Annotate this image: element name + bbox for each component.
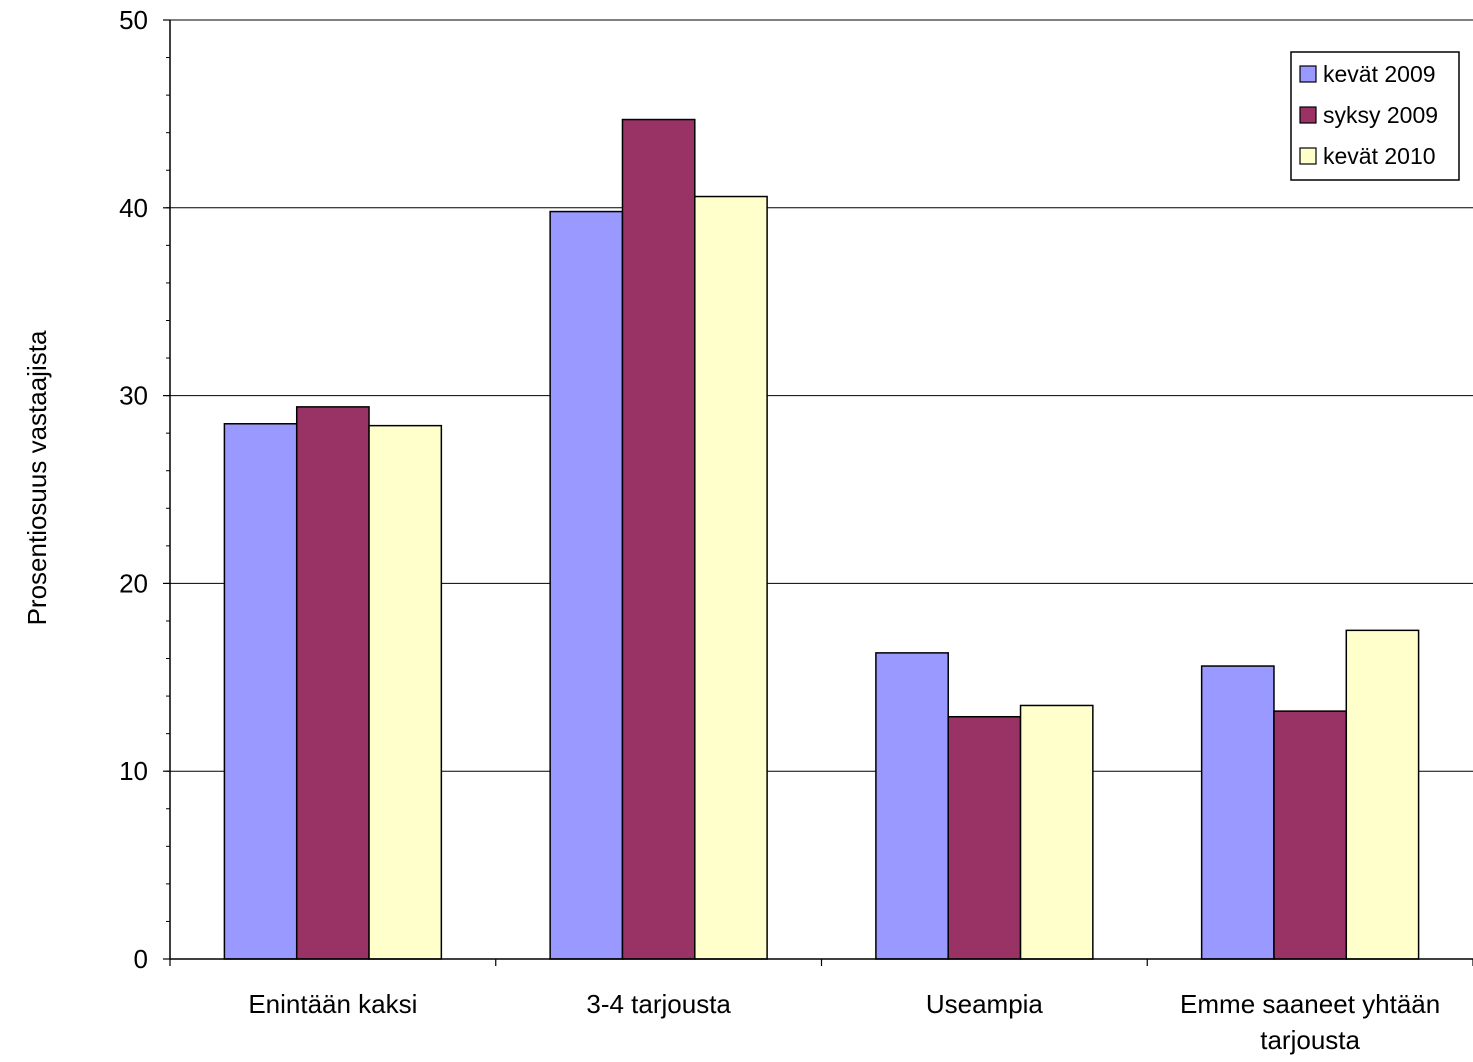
- bar: [875, 652, 949, 960]
- x-tick-label: Enintään kaksi: [248, 989, 417, 1019]
- y-tick-label: 30: [119, 381, 148, 411]
- y-tick-label: 40: [119, 193, 148, 223]
- bar: [621, 118, 696, 960]
- legend-label: kevät 2009: [1323, 61, 1436, 87]
- legend: kevät 2009 syksy 2009 kevät 2010: [1290, 51, 1460, 181]
- y-tick-label: 0: [134, 944, 148, 974]
- bar: [694, 195, 768, 960]
- x-tick-label: Emme saaneet yhtään: [1180, 989, 1440, 1019]
- legend-swatch: [1299, 147, 1317, 165]
- legend-box: [1290, 51, 1460, 181]
- legend-label: syksy 2009: [1323, 102, 1438, 128]
- bar: [1019, 704, 1094, 960]
- bar: [1273, 710, 1348, 960]
- bar: [223, 423, 298, 960]
- bar: [1200, 665, 1275, 960]
- tick-labels: 0 10 20 30 40 50 Enintään kaksi 3-4 tarjousta Us…: [119, 5, 1440, 1055]
- bar: [549, 210, 624, 960]
- bars: [223, 118, 1420, 960]
- x-tick-label: Useampia: [926, 989, 1044, 1019]
- y-axis-title: Prosentiosuus vastaajista: [22, 330, 52, 625]
- legend-swatch: [1299, 106, 1317, 124]
- bar: [368, 424, 443, 960]
- bar: [1345, 629, 1420, 960]
- axes: [163, 19, 1473, 966]
- bar: [947, 715, 1022, 960]
- bar: [295, 406, 370, 960]
- y-tick-label: 50: [119, 5, 148, 35]
- legend-label: kevät 2010: [1323, 143, 1436, 169]
- y-tick-label: 10: [119, 756, 148, 786]
- x-tick-label: 3-4 tarjousta: [586, 989, 731, 1019]
- legend-swatch: [1299, 65, 1317, 83]
- x-tick-label: tarjousta: [1260, 1025, 1360, 1055]
- y-tick-label: 20: [119, 568, 148, 598]
